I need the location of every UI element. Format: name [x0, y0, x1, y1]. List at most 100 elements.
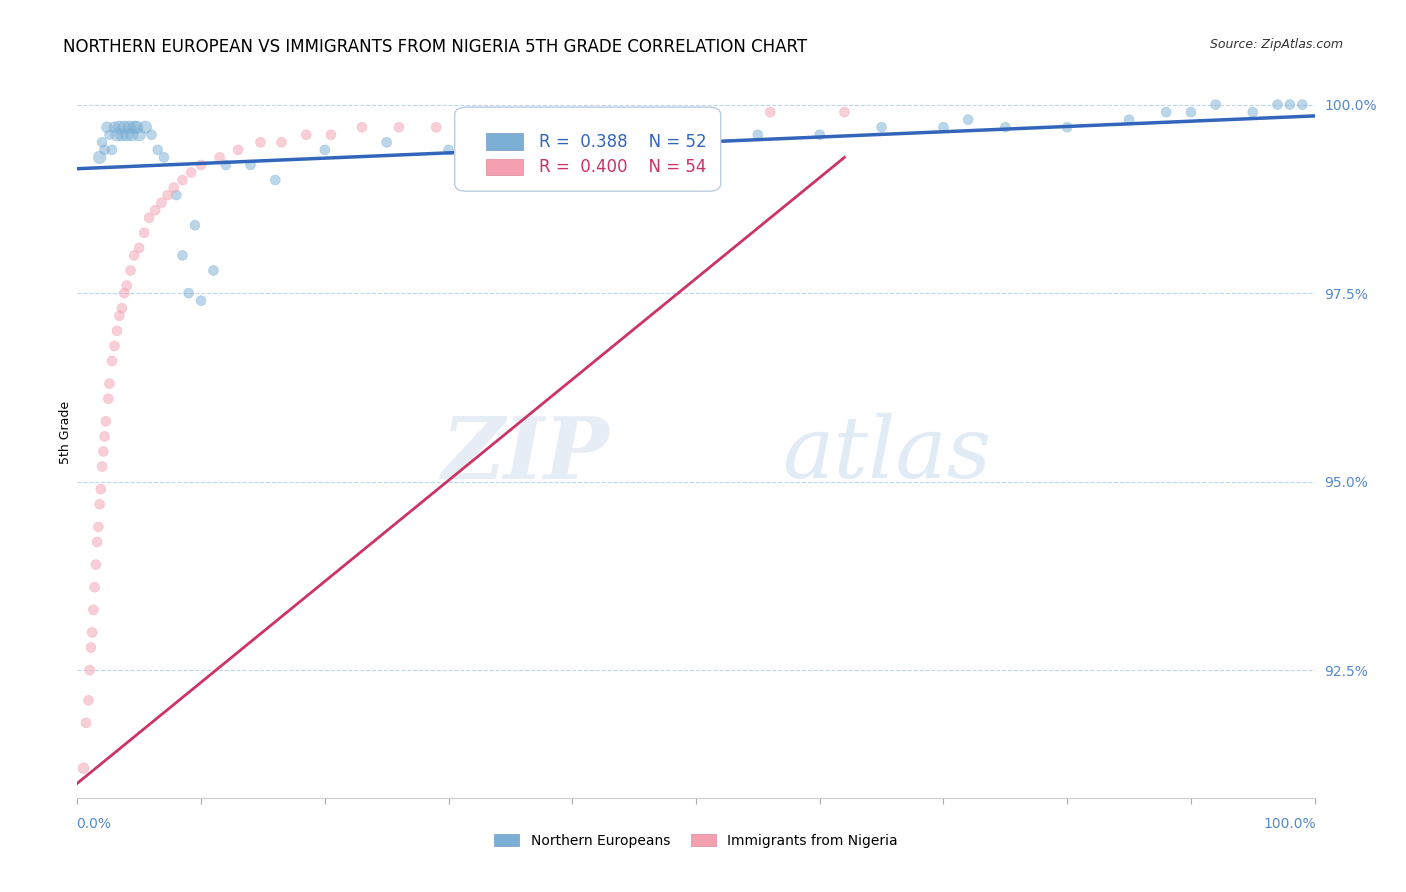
- Point: [172, 248, 194, 262]
- Point: [75, 715, 97, 730]
- Point: [77, 693, 100, 707]
- Point: [105, 128, 128, 142]
- Point: [101, 354, 124, 368]
- Point: [122, 248, 145, 262]
- Point: [163, 180, 186, 194]
- Text: R =  0.400    N = 54: R = 0.400 N = 54: [538, 158, 706, 176]
- Point: [93, 143, 115, 157]
- Point: [1205, 97, 1227, 112]
- Text: Source: ZipAtlas.com: Source: ZipAtlas.com: [1209, 38, 1343, 52]
- Point: [270, 136, 292, 150]
- Text: atlas: atlas: [783, 413, 991, 496]
- Legend: Northern Europeans, Immigrants from Nigeria: Northern Europeans, Immigrants from Nige…: [489, 829, 903, 854]
- Point: [80, 640, 103, 655]
- Point: [86, 535, 108, 549]
- Point: [190, 158, 212, 172]
- Point: [82, 625, 104, 640]
- Point: [90, 482, 112, 496]
- Point: [425, 120, 447, 135]
- Point: [94, 414, 117, 428]
- Point: [1278, 97, 1301, 112]
- Point: [97, 392, 120, 406]
- Point: [111, 128, 134, 142]
- Point: [561, 143, 583, 157]
- Point: [82, 603, 104, 617]
- Point: [93, 429, 115, 443]
- Point: [122, 120, 145, 135]
- Point: [112, 120, 135, 135]
- Point: [870, 120, 893, 135]
- Point: [437, 143, 460, 157]
- Point: [1118, 112, 1140, 127]
- Point: [1154, 105, 1177, 120]
- Point: [249, 136, 271, 150]
- Point: [512, 112, 534, 127]
- Point: [103, 339, 125, 353]
- Point: [685, 112, 707, 127]
- Point: [134, 120, 156, 135]
- Point: [120, 263, 142, 277]
- Point: [79, 663, 101, 677]
- Bar: [485, 134, 523, 150]
- Point: [143, 203, 166, 218]
- Point: [111, 301, 134, 316]
- Point: [141, 128, 163, 142]
- Bar: [485, 159, 523, 175]
- Point: [808, 128, 831, 142]
- Point: [165, 188, 187, 202]
- Point: [108, 120, 131, 135]
- Point: [957, 112, 980, 127]
- Point: [105, 324, 128, 338]
- Point: [264, 173, 287, 187]
- Text: NORTHERN EUROPEAN VS IMMIGRANTS FROM NIGERIA 5TH GRADE CORRELATION CHART: NORTHERN EUROPEAN VS IMMIGRANTS FROM NIG…: [63, 38, 807, 56]
- Point: [153, 150, 176, 164]
- Text: 100.0%: 100.0%: [1263, 817, 1316, 831]
- Point: [121, 128, 143, 142]
- Point: [932, 120, 955, 135]
- Point: [91, 444, 114, 458]
- Y-axis label: 5th Grade: 5th Grade: [59, 401, 72, 464]
- Point: [190, 293, 212, 308]
- Point: [98, 128, 121, 142]
- Point: [138, 211, 160, 225]
- Point: [759, 105, 782, 120]
- Point: [747, 128, 769, 142]
- Point: [128, 128, 150, 142]
- Point: [98, 376, 121, 391]
- Point: [115, 128, 138, 142]
- Point: [172, 173, 194, 187]
- Point: [103, 120, 125, 135]
- Point: [994, 120, 1017, 135]
- Point: [84, 558, 107, 572]
- Point: [112, 286, 135, 301]
- Point: [1291, 97, 1313, 112]
- Point: [375, 136, 398, 150]
- Point: [834, 105, 856, 120]
- Point: [180, 165, 202, 179]
- Point: [184, 219, 207, 233]
- Point: [146, 143, 169, 157]
- Point: [87, 520, 110, 534]
- Point: [499, 143, 522, 157]
- Point: [463, 112, 485, 127]
- Point: [295, 128, 318, 142]
- Point: [89, 497, 111, 511]
- Point: [215, 158, 238, 172]
- Point: [314, 143, 336, 157]
- Point: [125, 120, 148, 135]
- Point: [150, 195, 173, 210]
- Point: [128, 241, 150, 255]
- Point: [1056, 120, 1078, 135]
- Point: [89, 150, 111, 164]
- Point: [96, 120, 118, 135]
- Point: [1180, 105, 1202, 120]
- Point: [388, 120, 411, 135]
- Point: [319, 128, 342, 142]
- Point: [177, 286, 200, 301]
- Point: [1241, 105, 1264, 120]
- Point: [239, 158, 262, 172]
- Point: [101, 143, 124, 157]
- Point: [1267, 97, 1289, 112]
- Point: [623, 112, 645, 127]
- Point: [91, 459, 114, 474]
